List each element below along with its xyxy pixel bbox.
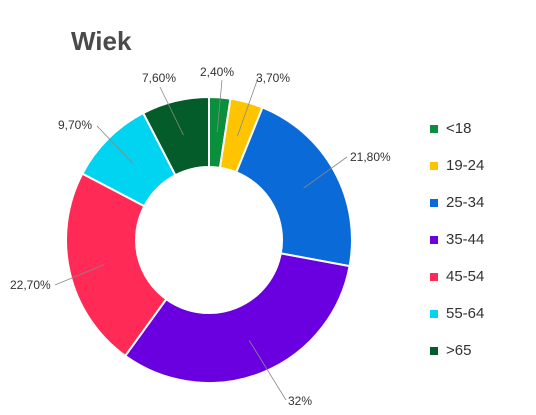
leader-line-25-34 (303, 156, 348, 189)
leader-line-55-64 (96, 125, 134, 164)
data-label-45-54: 22,70% (10, 278, 51, 292)
legend-label: 55-64 (446, 305, 485, 322)
leader-line-35-44 (248, 340, 287, 401)
legend-label: 25-34 (446, 194, 485, 211)
leader-line->65 (159, 86, 184, 136)
legend-item->65: >65 (430, 332, 484, 369)
legend-label: 35-44 (446, 231, 485, 248)
slice-25-34 (235, 106, 353, 268)
legend-swatch (430, 161, 438, 170)
slice-45-54 (65, 172, 168, 358)
legend-label: 45-54 (446, 268, 485, 285)
legend-swatch (430, 346, 438, 355)
data-label->65: 7,60% (142, 71, 176, 85)
legend-label: >65 (446, 342, 472, 359)
data-label-<18: 2,40% (200, 65, 234, 79)
data-label-25-34: 21,80% (350, 150, 391, 164)
legend-label: 19-24 (446, 157, 485, 174)
legend-swatch (430, 309, 438, 318)
data-label-55-64: 9,70% (58, 118, 92, 132)
data-label-19-24: 3,70% (256, 71, 290, 85)
slice-35-44 (123, 252, 351, 384)
legend-item-35-44: 35-44 (430, 221, 484, 258)
leader-line-45-54 (54, 264, 105, 286)
legend-item-19-24: 19-24 (430, 147, 484, 184)
chart-title: Wiek (71, 26, 132, 56)
legend-swatch (430, 272, 438, 281)
legend-swatch (430, 124, 438, 133)
legend-swatch (430, 198, 438, 207)
leader-line-19-24 (237, 77, 259, 136)
legend: <18 19-24 25-34 35-44 45-54 55-64 >65 (430, 110, 484, 369)
legend-item-25-34: 25-34 (430, 184, 484, 221)
legend-item-45-54: 45-54 (430, 258, 484, 295)
legend-item-<18: <18 (430, 110, 484, 147)
leader-line-<18 (216, 79, 223, 133)
legend-label: <18 (446, 120, 472, 137)
data-label-35-44: 32% (288, 394, 312, 408)
slice->65 (141, 95, 210, 177)
legend-swatch (430, 235, 438, 244)
legend-item-55-64: 55-64 (430, 295, 484, 332)
